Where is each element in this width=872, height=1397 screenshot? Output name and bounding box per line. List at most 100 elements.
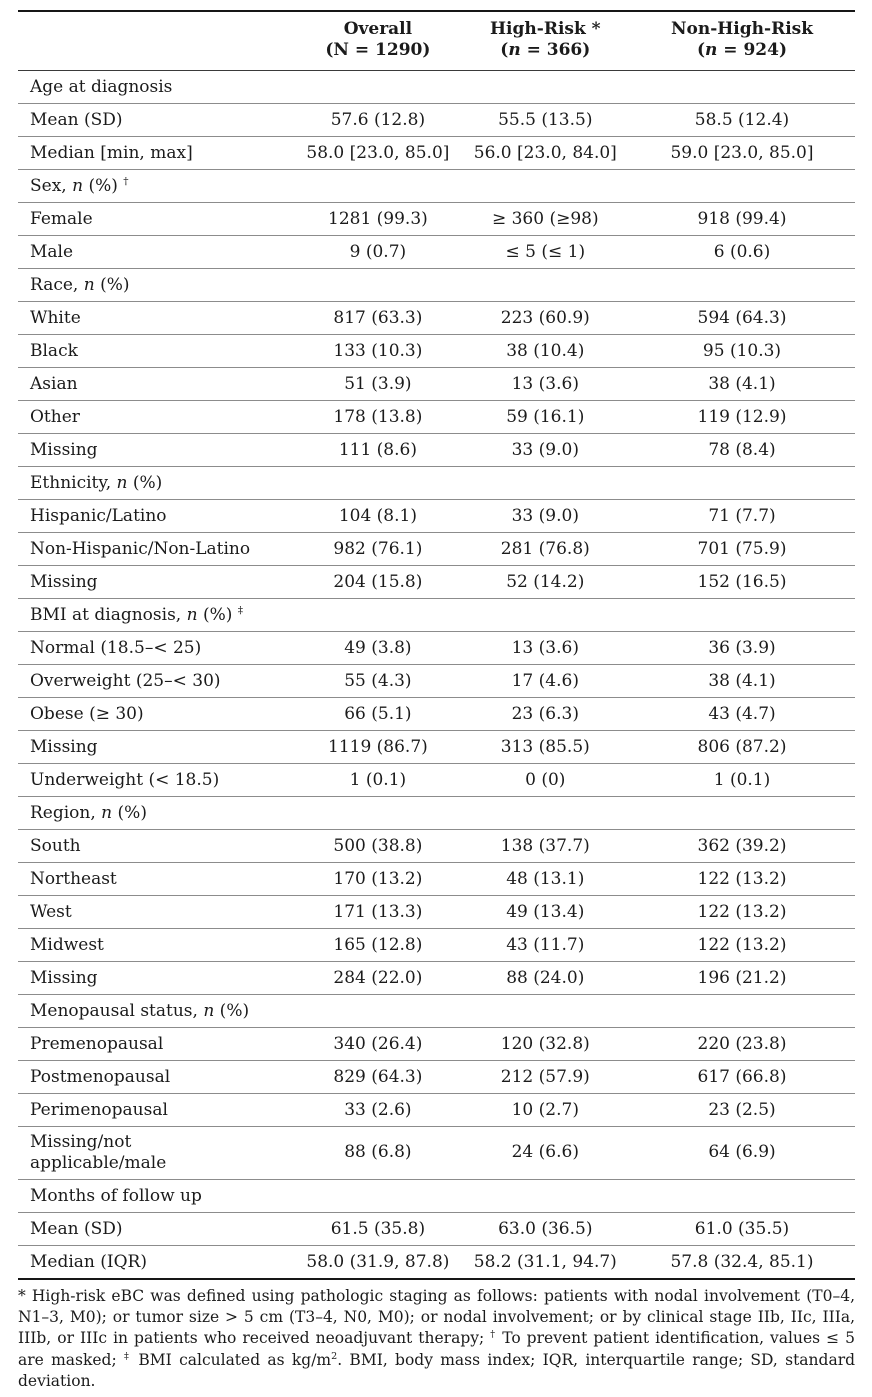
cell-value: 152 (16.5) [628, 564, 855, 598]
cell-value: 33 (9.0) [461, 498, 629, 532]
cell-value: 49 (3.8) [294, 630, 462, 664]
cell-value: 57.8 (32.4, 85.1) [628, 1245, 855, 1279]
text-segment: To prevent patient identification, value… [18, 1329, 856, 1369]
cell-value: 313 (85.5) [461, 729, 629, 763]
header-row: Overall (N = 1290) High-Risk * (n = 366) Non… [18, 11, 855, 71]
text-segment: (%) [214, 1000, 250, 1021]
table-row: Postmenopausal 829 (64.3) 212 (57.9) 617 (6… [18, 1059, 855, 1093]
row-label: Race, n (%) [18, 267, 855, 301]
text-segment: (%) [94, 274, 130, 295]
table-footnote: * High-risk eBC was defined using pathol… [18, 1286, 855, 1393]
cell-value: 212 (57.9) [461, 1059, 629, 1093]
cell-value: 196 (21.2) [628, 960, 855, 994]
text-segment: ( [500, 40, 509, 61]
cell-value: 0 (0) [461, 762, 629, 796]
text-segment: ‡ [123, 1350, 132, 1362]
text-segment: Black [30, 340, 78, 361]
cell-value: 171 (13.3) [294, 894, 462, 928]
cell-value: 701 (75.9) [628, 531, 855, 565]
table-row: Premenopausal 340 (26.4) 120 (32.8) 220 (23… [18, 1026, 855, 1060]
row-label: Months of follow up [18, 1179, 855, 1213]
cell-value: 9 (0.7) [294, 234, 462, 268]
cell-value: 1 (0.1) [294, 762, 462, 796]
row-label: Menopausal status, n (%) [18, 993, 855, 1027]
text-segment: Mean (SD) [30, 109, 123, 130]
text-segment: ( [696, 40, 706, 61]
section-row: BMI at diagnosis, n (%) ‡ [18, 597, 855, 631]
text-segment: n [203, 1000, 215, 1021]
row-label: Missing/not applicable/male [18, 1125, 295, 1180]
row-label: Perimenopausal [18, 1092, 295, 1126]
row-label: Mean (SD) [18, 102, 295, 136]
row-label: Postmenopausal [18, 1059, 295, 1093]
row-label: Premenopausal [18, 1026, 295, 1060]
cell-value: 806 (87.2) [628, 729, 855, 763]
section-row: Ethnicity, n (%) [18, 465, 855, 499]
text-segment: Hispanic/Latino [30, 505, 167, 526]
row-label: West [18, 894, 295, 928]
text-segment: Overall [343, 19, 413, 39]
table-row: Missing/not applicable/male 88 (6.8) 24 (6.… [18, 1125, 855, 1180]
cell-value: 1 (0.1) [628, 762, 855, 796]
row-label: Non-Hispanic/Non-Latino [18, 531, 295, 565]
cell-value: 918 (99.4) [628, 201, 855, 235]
cell-value: 95 (10.3) [628, 333, 855, 367]
table-row: Non-Hispanic/Non-Latino 982 (76.1) 281 (76… [18, 531, 855, 565]
cell-value: 340 (26.4) [294, 1026, 462, 1060]
table-row: Overweight (25–< 30) 55 (4.3) 17 (4.6) 38 (… [18, 663, 855, 697]
cell-value: 122 (13.2) [628, 861, 855, 895]
cell-value: 13 (3.6) [461, 366, 629, 400]
demographics-table: Overall (N = 1290) High-Risk * (n = 366) Non… [18, 10, 855, 1280]
cell-value: 59 (16.1) [461, 399, 629, 433]
table-row: Male 9 (0.7) ≤ 5 (≤ 1) 6 (0.6) [18, 234, 855, 268]
text-segment: South [30, 835, 81, 856]
row-label: Missing [18, 432, 295, 466]
text-segment: (%) [112, 802, 147, 823]
text-segment: Age at diagnosis [30, 76, 173, 97]
row-label: Region, n (%) [18, 795, 855, 829]
table-row: Other 178 (13.8) 59 (16.1) 119 (12.9) [18, 399, 855, 433]
text-segment: White [30, 307, 81, 328]
cell-value: 170 (13.2) [294, 861, 462, 895]
table-row: Median (IQR) 58.0 (31.9, 87.8) 58.2 (31.1,… [18, 1245, 855, 1279]
cell-value: 10 (2.7) [461, 1092, 629, 1126]
cell-value: 57.6 (12.8) [294, 102, 462, 136]
cell-value: 38 (4.1) [628, 366, 855, 400]
cell-value: 204 (15.8) [294, 564, 462, 598]
row-label: Underweight (< 18.5) [18, 762, 295, 796]
text-segment: BMI calculated as kg/m [131, 1350, 332, 1369]
row-label: Median [min, max] [18, 135, 295, 169]
cell-value: 165 (12.8) [294, 927, 462, 961]
text-segment: Obese (≥ 30) [30, 703, 144, 724]
cell-value: 48 (13.1) [461, 861, 629, 895]
section-row: Race, n (%) [18, 267, 855, 301]
text-segment: n [116, 472, 128, 493]
cell-value: 71 (7.7) [628, 498, 855, 532]
row-label: Black [18, 333, 295, 367]
cell-value: 43 (11.7) [461, 927, 629, 961]
column-header: Non-High-Risk (n = 924) [628, 11, 855, 71]
table-row: Mean (SD) 57.6 (12.8) 55.5 (13.5) 58.5 (12.… [18, 102, 855, 136]
cell-value: 111 (8.6) [294, 432, 462, 466]
text-segment: = 366) [520, 40, 591, 61]
column-header: High-Risk * (n = 366) [461, 11, 629, 71]
cell-value: 178 (13.8) [294, 399, 462, 433]
text-segment: Postmenopausal [30, 1066, 171, 1087]
cell-value: 33 (2.6) [294, 1092, 462, 1126]
table-row: White 817 (63.3) 223 (60.9) 594 (64.3) [18, 300, 855, 334]
row-label: South [18, 828, 295, 862]
cell-value: 122 (13.2) [628, 894, 855, 928]
cell-value: 6 (0.6) [628, 234, 855, 268]
cell-value: 223 (60.9) [461, 300, 629, 334]
cell-value: 138 (37.7) [461, 828, 629, 862]
cell-value: 33 (9.0) [461, 432, 629, 466]
text-segment: Missing/not [30, 1131, 132, 1152]
cell-value: 61.5 (35.8) [294, 1212, 462, 1246]
text-segment: † [123, 174, 129, 187]
cell-value: 52 (14.2) [461, 564, 629, 598]
text-segment: Missing [30, 967, 98, 988]
row-label: Other [18, 399, 295, 433]
cell-value: 104 (8.1) [294, 498, 462, 532]
table-row: Median [min, max] 58.0 [23.0, 85.0] 56.0 [… [18, 135, 855, 169]
cell-value: 55.5 (13.5) [461, 102, 629, 136]
